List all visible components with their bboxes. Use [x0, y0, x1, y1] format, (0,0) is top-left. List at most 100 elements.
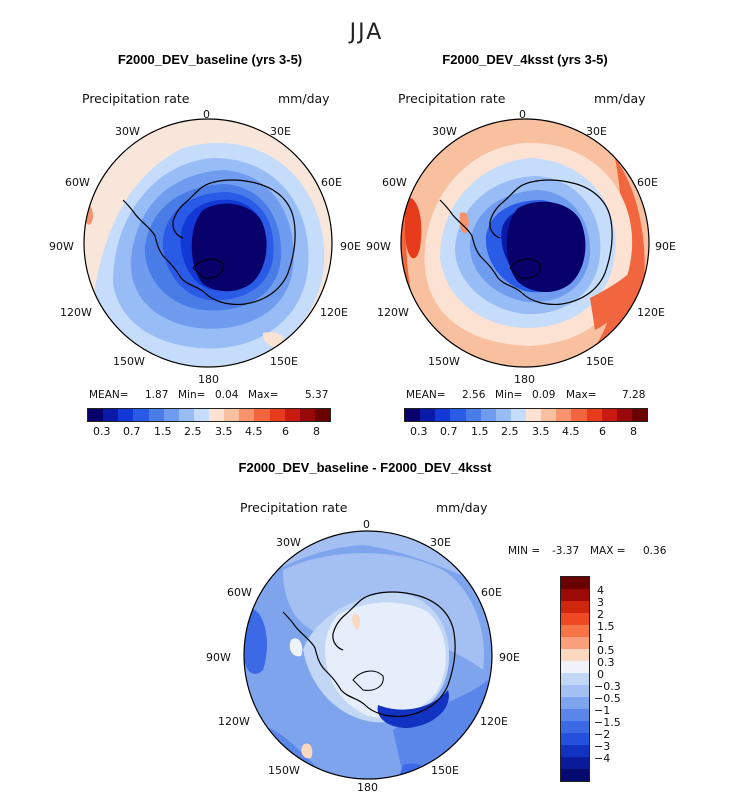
colorbar-swatch [284, 409, 300, 421]
colorbar-swatch [480, 409, 496, 421]
colorbar-swatch [209, 409, 225, 421]
diff-lon-180: 180 [357, 781, 378, 794]
baseline-cbar-tick: 6 [282, 425, 289, 438]
baseline-lon-150e: 150E [270, 355, 298, 368]
season-title: JJA [349, 20, 384, 45]
colorbar-swatch [561, 733, 589, 745]
colorbar-swatch [435, 409, 451, 421]
colorbar-swatch [405, 409, 421, 421]
baseline-cbar-tick: 8 [313, 425, 320, 438]
ksst-cbar-tick: 0.7 [440, 425, 458, 438]
baseline-polar-map [83, 118, 333, 368]
diff-max-value: 0.36 [643, 545, 667, 557]
diff-polar-map [243, 530, 493, 780]
ksst-lon-120w: 120W [377, 306, 409, 319]
ksst-mean-label: MEAN= [406, 389, 446, 401]
diff-lon-60e: 60E [481, 586, 502, 599]
diff-lon-120w: 120W [218, 715, 250, 728]
colorbar-swatch [450, 409, 466, 421]
ksst-colorbar [404, 408, 648, 422]
colorbar-swatch [103, 409, 119, 421]
baseline-lon-30w: 30W [115, 125, 140, 138]
colorbar-swatch [163, 409, 179, 421]
diff-lon-150w: 150W [268, 764, 300, 777]
ksst-lon-60e: 60E [637, 176, 658, 189]
diff-max-label: MAX = [590, 545, 626, 557]
ksst-polar-map [400, 118, 650, 368]
diff-cbar-tick: −4 [594, 752, 611, 765]
diff-cbar-tick: 0.3 [597, 656, 615, 669]
ksst-lon-0: 0 [519, 108, 526, 121]
baseline-cbar-tick: 4.5 [245, 425, 263, 438]
diff-cbar-tick: 2 [597, 608, 604, 621]
colorbar-swatch [561, 601, 589, 613]
colorbar-swatch [420, 409, 436, 421]
colorbar-swatch [254, 409, 270, 421]
diff-cbar-tick: −1.5 [594, 716, 621, 729]
colorbar-swatch [561, 685, 589, 697]
colorbar-swatch [133, 409, 149, 421]
diff-cbar-tick: −0.3 [594, 680, 621, 693]
colorbar-swatch [561, 637, 589, 649]
ksst-max-value: 7.28 [622, 389, 646, 401]
colorbar-swatch [556, 409, 572, 421]
ksst-cbar-tick: 0.3 [410, 425, 428, 438]
colorbar-swatch [88, 409, 104, 421]
colorbar-swatch [561, 625, 589, 637]
colorbar-swatch [561, 589, 589, 601]
ksst-cbar-tick: 8 [630, 425, 637, 438]
colorbar-swatch [510, 409, 526, 421]
diff-lon-0: 0 [363, 518, 370, 531]
colorbar-swatch [561, 661, 589, 673]
ksst-panel-title: F2000_DEV_4ksst (yrs 3-5) [442, 52, 608, 67]
colorbar-swatch [571, 409, 587, 421]
ksst-min-label: Min= [495, 389, 523, 401]
colorbar-swatch [148, 409, 164, 421]
baseline-cbar-tick: 0.7 [123, 425, 141, 438]
colorbar-swatch [299, 409, 315, 421]
diff-lon-90e: 90E [499, 651, 520, 664]
baseline-cbar-tick: 3.5 [215, 425, 233, 438]
diff-cbar-tick: 3 [597, 596, 604, 609]
diff-lon-30w: 30W [276, 536, 301, 549]
diff-colorbar [560, 576, 590, 782]
ksst-max-label: Max= [566, 389, 597, 401]
baseline-lon-90w: 90W [49, 240, 74, 253]
diff-min-label: MIN = [508, 545, 541, 557]
colorbar-swatch [526, 409, 542, 421]
diff-lon-90w: 90W [206, 651, 231, 664]
ksst-lon-30w: 30W [432, 125, 457, 138]
ksst-lon-90e: 90E [655, 240, 676, 253]
colorbar-swatch [178, 409, 194, 421]
baseline-lon-120w: 120W [60, 306, 92, 319]
diff-cbar-tick: 0 [597, 668, 604, 681]
colorbar-swatch [561, 649, 589, 661]
diff-cbar-tick: −1 [594, 704, 611, 717]
colorbar-swatch [561, 769, 589, 781]
baseline-lon-150w: 150W [113, 355, 145, 368]
baseline-mean-value: 1.87 [145, 389, 169, 401]
ksst-min-value: 0.09 [532, 389, 556, 401]
colorbar-swatch [561, 697, 589, 709]
colorbar-swatch [541, 409, 557, 421]
ksst-lon-90w: 90W [366, 240, 391, 253]
diff-lon-150e: 150E [431, 764, 459, 777]
diff-cbar-tick: 4 [597, 584, 604, 597]
colorbar-swatch [631, 409, 647, 421]
colorbar-swatch [616, 409, 632, 421]
diff-cbar-tick: −3 [594, 740, 611, 753]
diff-lon-120e: 120E [480, 715, 508, 728]
baseline-panel-title: F2000_DEV_baseline (yrs 3-5) [117, 52, 303, 67]
diff-min-value: -3.37 [552, 545, 580, 557]
ksst-mean-value: 2.56 [462, 389, 486, 401]
diff-units-label: mm/day [436, 500, 488, 515]
ksst-lon-150w: 150W [428, 355, 460, 368]
diff-cbar-tick: 1 [597, 632, 604, 645]
colorbar-swatch [586, 409, 602, 421]
diff-variable-label: Precipitation rate [240, 500, 348, 515]
baseline-lon-60e: 60E [321, 176, 342, 189]
ksst-cbar-tick: 1.5 [471, 425, 489, 438]
colorbar-swatch [561, 577, 589, 589]
baseline-lon-120e: 120E [320, 306, 348, 319]
ksst-lon-180: 180 [514, 373, 535, 386]
